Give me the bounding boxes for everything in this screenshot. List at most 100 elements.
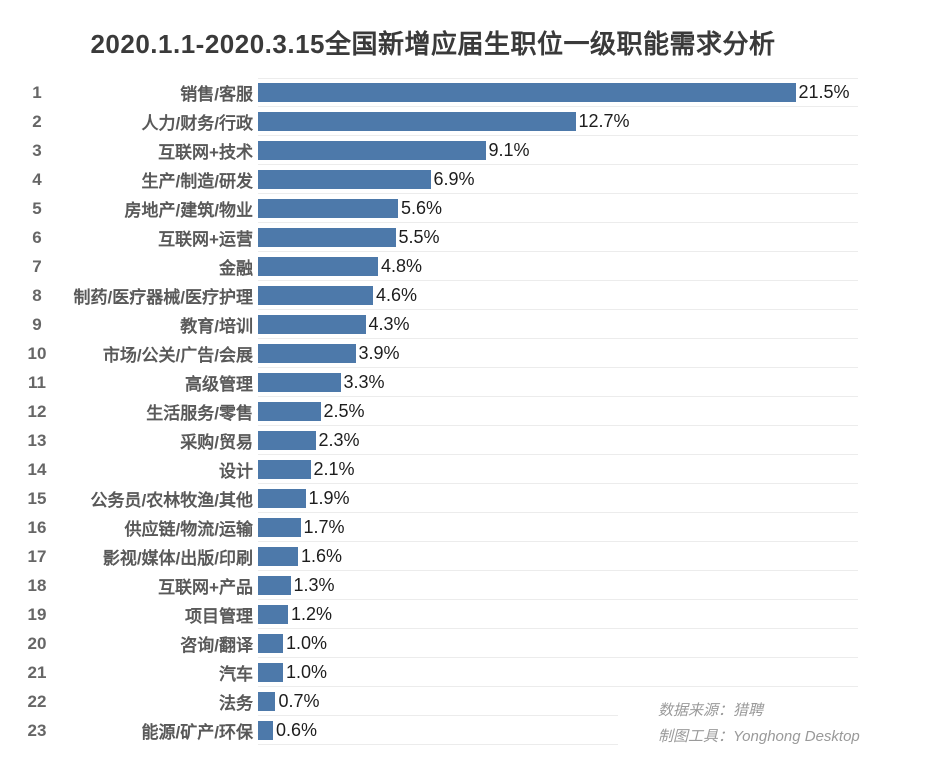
category-label: 设计 <box>219 462 253 481</box>
value-label: 1.0% <box>286 661 328 682</box>
rank-label: 6 <box>32 227 42 247</box>
bar <box>258 227 396 247</box>
bar-track: 1.0% <box>258 629 858 658</box>
bar <box>258 314 366 334</box>
bar-track: 6.9% <box>258 165 858 194</box>
rank-label: 3 <box>32 140 42 160</box>
category-label: 市场/公关/广告/会展 <box>102 346 253 365</box>
bar <box>258 546 298 566</box>
category-label: 公务员/农林牧渔/其他 <box>90 491 253 510</box>
chart-footnote: 数据来源：猎聘 制图工具：Yonghong Desktop <box>618 695 948 753</box>
rank-label: 16 <box>27 517 47 537</box>
bar-track: 1.6% <box>258 542 858 571</box>
rank-label: 7 <box>32 256 42 276</box>
rank-label: 5 <box>32 198 42 218</box>
bar-row: 5 房地产/建筑/物业 5.6% <box>8 194 916 223</box>
bar-row: 8 制药/医疗器械/医疗护理 4.6% <box>8 281 916 310</box>
category-label: 采购/贸易 <box>180 433 253 452</box>
category-label: 互联网+产品 <box>158 578 253 597</box>
value-label: 4.3% <box>368 313 410 334</box>
value-label: 0.6% <box>276 719 318 740</box>
bar <box>258 83 796 102</box>
rank-label: 13 <box>27 430 47 450</box>
value-label: 3.3% <box>343 371 385 392</box>
bar <box>258 198 398 218</box>
value-label: 4.6% <box>376 284 418 305</box>
bar <box>258 488 306 508</box>
bar <box>258 401 321 421</box>
title-container: 2020.1.1-2020.3.15全国新增应届生职位一级职能需求分析 <box>0 28 866 60</box>
bar <box>258 256 378 276</box>
bar <box>258 691 276 711</box>
bar-row: 13 采购/贸易 2.3% <box>8 426 916 455</box>
bar <box>258 372 341 392</box>
bar-row: 21 汽车 1.0% <box>8 658 916 687</box>
rank-label: 1 <box>32 82 42 102</box>
bar <box>258 720 273 740</box>
rank-label: 10 <box>27 343 47 363</box>
rank-label: 15 <box>27 488 47 508</box>
data-source-note: 数据来源：猎聘 <box>658 702 764 719</box>
bar-track: 1.0% <box>258 658 858 687</box>
value-label: 1.7% <box>303 516 345 537</box>
value-label: 1.6% <box>301 545 343 566</box>
bar-track: 1.7% <box>258 513 858 542</box>
bar-track: 5.5% <box>258 223 858 252</box>
rank-label: 4 <box>32 169 42 189</box>
category-label: 房地产/建筑/物业 <box>124 201 253 220</box>
rank-label: 23 <box>27 720 47 740</box>
bar-row: 20 咨询/翻译 1.0% <box>8 629 916 658</box>
category-label: 销售/客服 <box>180 85 253 104</box>
value-label: 2.3% <box>318 429 360 450</box>
bar-row: 9 教育/培训 4.3% <box>8 310 916 339</box>
category-label: 人力/财务/行政 <box>141 114 253 133</box>
bar-row: 1 销售/客服 21.5% <box>8 78 916 107</box>
rank-label: 21 <box>27 662 47 682</box>
bar-track: 4.3% <box>258 310 858 339</box>
bar-track: 12.7% <box>258 107 858 136</box>
bar-row: 2 人力/财务/行政 12.7% <box>8 107 916 136</box>
bar-track: 2.5% <box>258 397 858 426</box>
rank-label: 19 <box>27 604 47 624</box>
category-label: 生产/制造/研发 <box>141 172 253 191</box>
bar-track: 1.2% <box>258 600 858 629</box>
rank-label: 22 <box>27 691 47 711</box>
bar <box>258 517 301 537</box>
category-label: 制药/医疗器械/医疗护理 <box>73 288 253 307</box>
value-label: 1.2% <box>291 603 333 624</box>
value-label: 4.8% <box>381 255 423 276</box>
bar-track: 2.1% <box>258 455 858 484</box>
value-label: 3.9% <box>358 342 400 363</box>
bar-track: 4.8% <box>258 252 858 281</box>
bar-track: 3.9% <box>258 339 858 368</box>
rank-label: 14 <box>27 459 47 479</box>
bar-track: 21.5% <box>258 78 858 107</box>
bar-track: 2.3% <box>258 426 858 455</box>
value-label: 21.5% <box>798 82 850 102</box>
rank-label: 8 <box>32 285 42 305</box>
value-label: 1.9% <box>308 487 350 508</box>
category-label: 影视/媒体/出版/印刷 <box>102 549 253 568</box>
rank-label: 9 <box>32 314 42 334</box>
value-label: 5.5% <box>398 226 440 247</box>
chart-tool-note: 制图工具：Yonghong Desktop <box>658 728 860 745</box>
bar <box>258 575 291 595</box>
bar <box>258 285 373 305</box>
bar-row: 12 生活服务/零售 2.5% <box>8 397 916 426</box>
category-label: 金融 <box>219 259 253 278</box>
rank-label: 17 <box>27 546 47 566</box>
value-label: 2.1% <box>313 458 355 479</box>
value-label: 6.9% <box>433 168 475 189</box>
category-label: 生活服务/零售 <box>146 404 253 423</box>
bar-row: 14 设计 2.1% <box>8 455 916 484</box>
value-label: 1.0% <box>286 632 328 653</box>
bar-row: 22 法务 0.7% <box>8 687 916 716</box>
bar <box>258 604 288 624</box>
bar-track: 4.6% <box>258 281 858 310</box>
rank-label: 18 <box>27 575 47 595</box>
bar <box>258 169 431 189</box>
bar-row: 10 市场/公关/广告/会展 3.9% <box>8 339 916 368</box>
category-label: 咨询/翻译 <box>180 636 253 655</box>
bar <box>258 140 486 160</box>
